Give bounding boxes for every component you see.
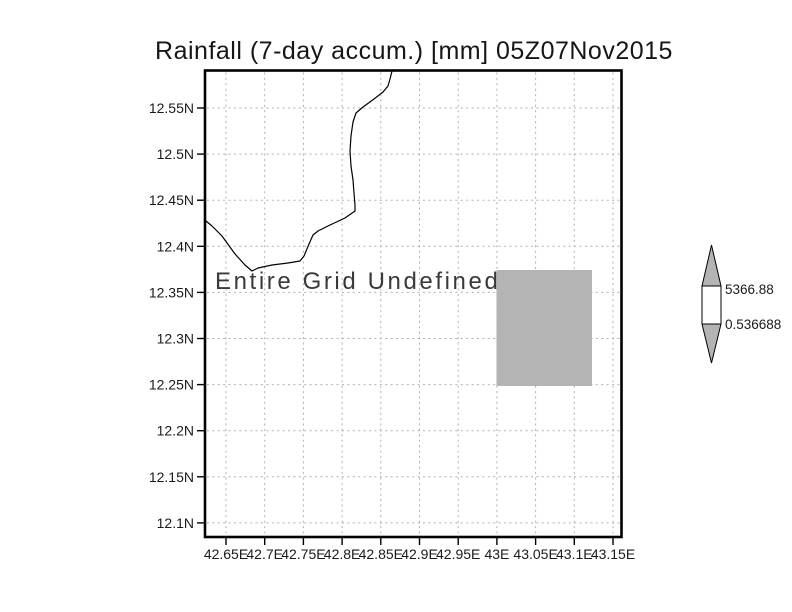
graticule-gridlines — [207, 72, 620, 535]
y-tick-label: 12.35N — [149, 284, 194, 300]
y-tick-label: 12.15N — [149, 469, 194, 485]
undefined-data-region — [496, 270, 592, 386]
colorbar-min-label: 0.536688 — [725, 317, 781, 332]
x-tick-label: 42.7E — [246, 546, 283, 562]
y-tick-label: 12.2N — [157, 423, 194, 439]
colorbar-lower-triangle — [701, 323, 722, 364]
y-tick-label: 12.55N — [149, 100, 194, 116]
x-tick-label: 42.75E — [281, 546, 325, 562]
y-tick-label: 12.45N — [149, 192, 194, 208]
coastline — [205, 70, 393, 272]
colorbar: 5366.88 0.536688 — [701, 244, 781, 364]
y-tick-label: 12.5N — [157, 146, 194, 162]
x-tick-label: 43.1E — [556, 546, 593, 562]
page-title: Rainfall (7-day accum.) [mm] 05Z07Nov201… — [155, 37, 673, 65]
y-tick-label: 12.25N — [149, 377, 194, 393]
colorbar-max-label: 5366.88 — [725, 282, 774, 297]
axis-ticks — [197, 107, 614, 545]
y-axis-labels: 12.55N 12.5N 12.45N 12.4N 12.35N 12.3N 12.25N 1… — [149, 100, 194, 531]
y-tick-label: 12.3N — [157, 331, 194, 347]
x-tick-label: 42.8E — [324, 546, 361, 562]
y-tick-label: 12.4N — [157, 238, 194, 254]
x-tick-label: 43E — [484, 546, 509, 562]
colorbar-upper-triangle — [701, 244, 722, 287]
plot-frame — [203, 69, 623, 539]
x-tick-label: 42.85E — [359, 546, 403, 562]
x-tick-label: 43.15E — [591, 546, 635, 562]
x-tick-label: 42.95E — [436, 546, 480, 562]
overlay-message: Entire Grid Undefined — [215, 268, 500, 295]
x-tick-label: 42.65E — [204, 546, 248, 562]
x-tick-label: 43.05E — [513, 546, 557, 562]
y-tick-label: 12.1N — [157, 515, 194, 531]
x-tick-label: 42.9E — [401, 546, 438, 562]
colorbar-mid-segment — [701, 285, 722, 325]
